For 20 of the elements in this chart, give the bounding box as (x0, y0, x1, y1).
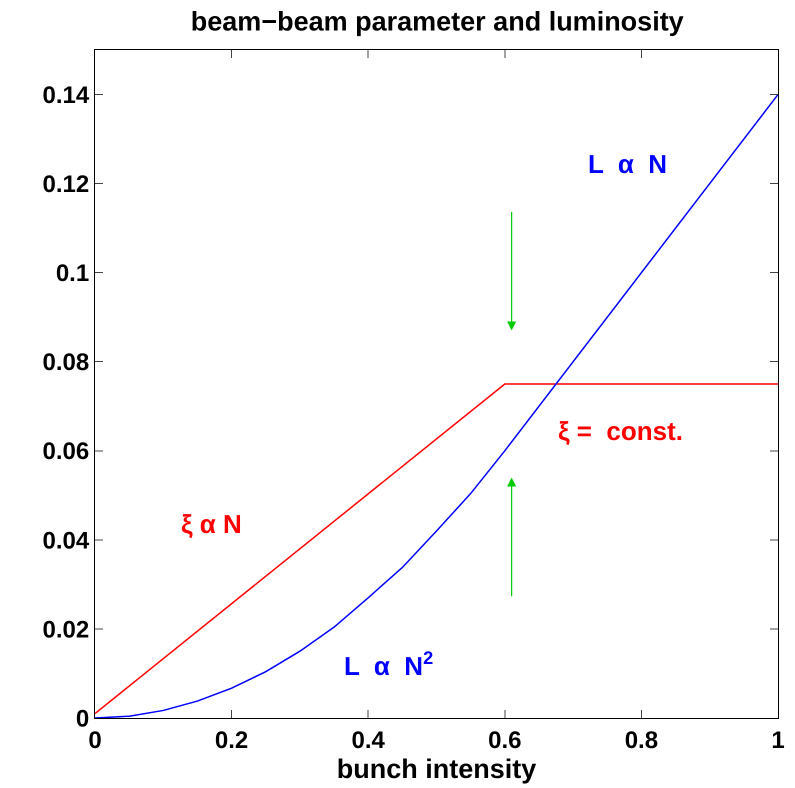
chart-title: beam−beam parameter and luminosity (190, 6, 684, 37)
annotation: ξ α N (181, 509, 242, 539)
x-axis-title: bunch intensity (336, 754, 536, 784)
y-tick-label: 0.06 (42, 438, 90, 466)
y-tick-label: 0.14 (42, 82, 90, 109)
y-tick-label: 0 (76, 705, 90, 732)
x-tick-label: 0.2 (214, 726, 248, 754)
x-tick-label: 1 (771, 726, 785, 754)
y-tick-label: 0.02 (42, 616, 90, 644)
x-tick-label: 0.8 (624, 726, 658, 754)
line-series (95, 94, 778, 718)
y-tick-label: 0.04 (42, 527, 90, 554)
y-tick-label: 0.08 (42, 349, 90, 376)
annotation: L α N (588, 149, 668, 179)
x-tick-label: 0.4 (352, 726, 386, 754)
y-tick-label: 0.12 (42, 171, 90, 198)
annotation: L α N$^{2}$ (344, 648, 434, 681)
annotation: ξ = const. (558, 416, 683, 446)
y-tick-label: 0.1 (56, 260, 90, 288)
x-tick-label: 0.6 (488, 726, 522, 754)
